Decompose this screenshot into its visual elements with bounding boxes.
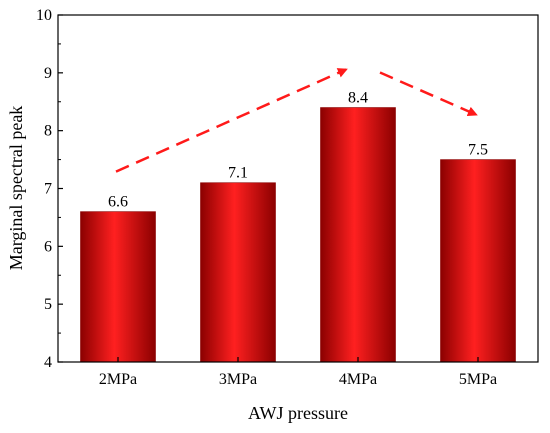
y-tick-label: 7 [44,181,52,198]
data-label-3MPa: 7.1 [228,165,248,182]
bar-4MPa [320,107,396,363]
data-label-2MPa: 6.6 [108,194,128,211]
bar-5MPa [440,159,516,363]
x-tick-label: 2MPa [99,371,137,388]
bar-2MPa [80,211,156,363]
y-tick-label: 6 [44,238,52,255]
x-tick-label: 3MPa [219,371,257,388]
y-tick-label: 9 [44,65,52,82]
trend-arrow-increasing [115,68,348,173]
trend-arrow-decreasing [379,71,478,116]
x-tick-label: 4MPa [339,371,377,388]
bar-3MPa [200,182,276,363]
data-labels: 6.6 7.1 8.4 7.5 [108,90,488,211]
x-axis: 2MPa 3MPa 4MPa 5MPa [99,357,497,388]
y-tick-label: 8 [44,123,52,140]
y-tick-label: 10 [36,7,52,24]
bar-series [80,107,516,363]
data-label-4MPa: 8.4 [348,90,368,107]
x-tick-label: 5MPa [459,371,497,388]
y-tick-label: 4 [44,354,52,371]
x-axis-title: AWJ pressure [248,403,348,423]
y-tick-label: 5 [44,296,52,313]
y-axis: 4 5 6 7 8 9 10 [36,7,63,371]
data-label-5MPa: 7.5 [468,142,488,159]
trend-arrows [115,68,478,173]
y-axis-title: Marginal spectral peak [6,106,26,271]
